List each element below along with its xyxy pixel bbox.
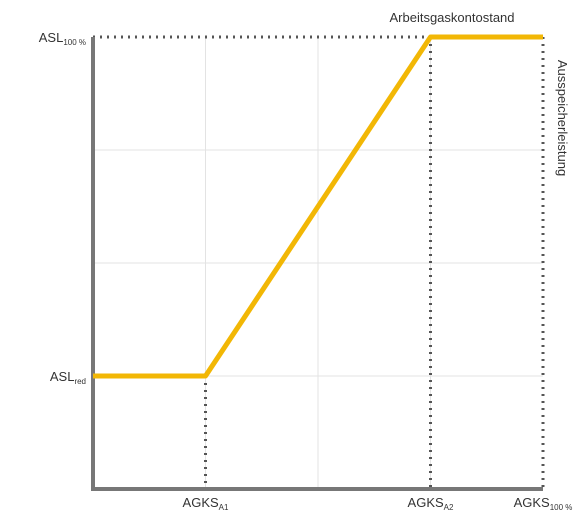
y-tick-label-main: ASL [50, 369, 75, 384]
x-tick-label-sub: 100 % [550, 503, 573, 512]
y-axis-label: Ausspeicherleistung [555, 60, 570, 176]
y-tick-label-sub: red [74, 377, 86, 386]
y-tick-label: ASLred [50, 369, 86, 386]
y-tick-label-main: ASL [39, 30, 64, 45]
y-tick-label: ASL100 % [39, 30, 86, 47]
y-tick-label-sub: 100 % [63, 38, 86, 47]
x-tick-label: AGKSA2 [408, 495, 454, 512]
x-tick-label-sub: A1 [219, 503, 229, 512]
x-tick-label-sub: A2 [444, 503, 454, 512]
data-line [93, 34, 543, 379]
x-tick-label-main: AGKS [408, 495, 444, 510]
x-axis-label: Arbeitsgaskontostand [389, 10, 514, 25]
x-tick-label-main: AGKS [514, 495, 550, 510]
x-tick-label-main: AGKS [183, 495, 219, 510]
x-tick-label: AGKSA1 [183, 495, 229, 512]
x-tick-label: AGKS100 % [514, 495, 573, 512]
